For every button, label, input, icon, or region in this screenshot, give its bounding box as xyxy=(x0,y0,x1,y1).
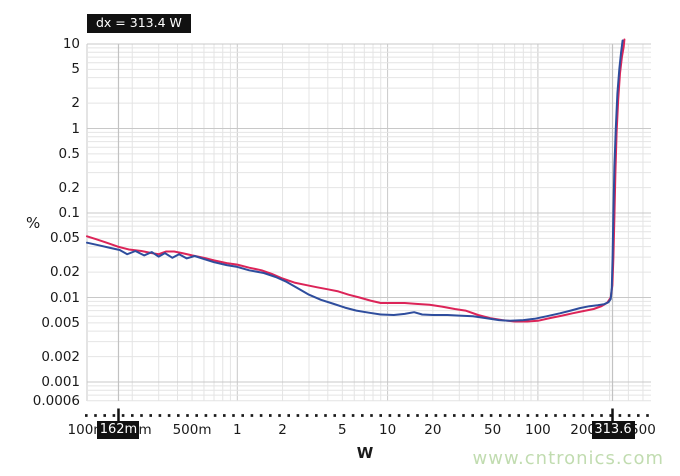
y-tick-label: 0.002 xyxy=(41,348,80,365)
x-tick-label: 5 xyxy=(338,422,347,438)
watermark: www.cntronics.com xyxy=(472,448,664,469)
y-tick-label: 2 xyxy=(71,95,80,112)
blue-trace-curve xyxy=(86,39,624,322)
x-tick-label: 500 xyxy=(630,422,656,438)
x-tick-label: 20 xyxy=(424,422,442,438)
y-tick-label: 0.02 xyxy=(49,264,80,281)
x-tick-label: 500m xyxy=(172,422,212,438)
y-tick-label: 0.001 xyxy=(41,374,80,390)
x-tick-label: 2 xyxy=(278,422,287,438)
cursor-x2-marker[interactable]: 313.6 xyxy=(591,421,635,439)
x-axis-title: W xyxy=(356,444,374,462)
y-axis-title: % xyxy=(26,214,41,232)
x-tick-label: 1 xyxy=(233,422,242,438)
y-tick-label: 0.005 xyxy=(41,314,80,331)
cursor-x1-marker[interactable]: 162m xyxy=(97,421,140,439)
y-tick-label: 5 xyxy=(71,61,80,78)
x-tick-label: 100 xyxy=(525,422,551,438)
y-tick-label: 10 xyxy=(62,36,80,52)
x-tick-label: 200 xyxy=(570,422,597,438)
y-tick-label: 0.05 xyxy=(49,230,80,247)
x-tick-label: 100m xyxy=(67,422,107,438)
y-tick-label: 0.01 xyxy=(49,289,80,306)
cursor-dx-readout: dx = 313.4 W xyxy=(87,14,191,33)
y-tick-label: 0.0006 xyxy=(32,392,80,409)
x-tick-label: 50 xyxy=(484,422,502,438)
y-tick-label: 0.5 xyxy=(58,145,80,162)
y-tick-label: 0.2 xyxy=(58,179,80,196)
y-tick-label: 0.1 xyxy=(58,205,80,221)
x-tick-label: 10 xyxy=(379,422,397,438)
red-trace-curve xyxy=(86,38,626,323)
y-tick-label: 1 xyxy=(71,120,80,137)
